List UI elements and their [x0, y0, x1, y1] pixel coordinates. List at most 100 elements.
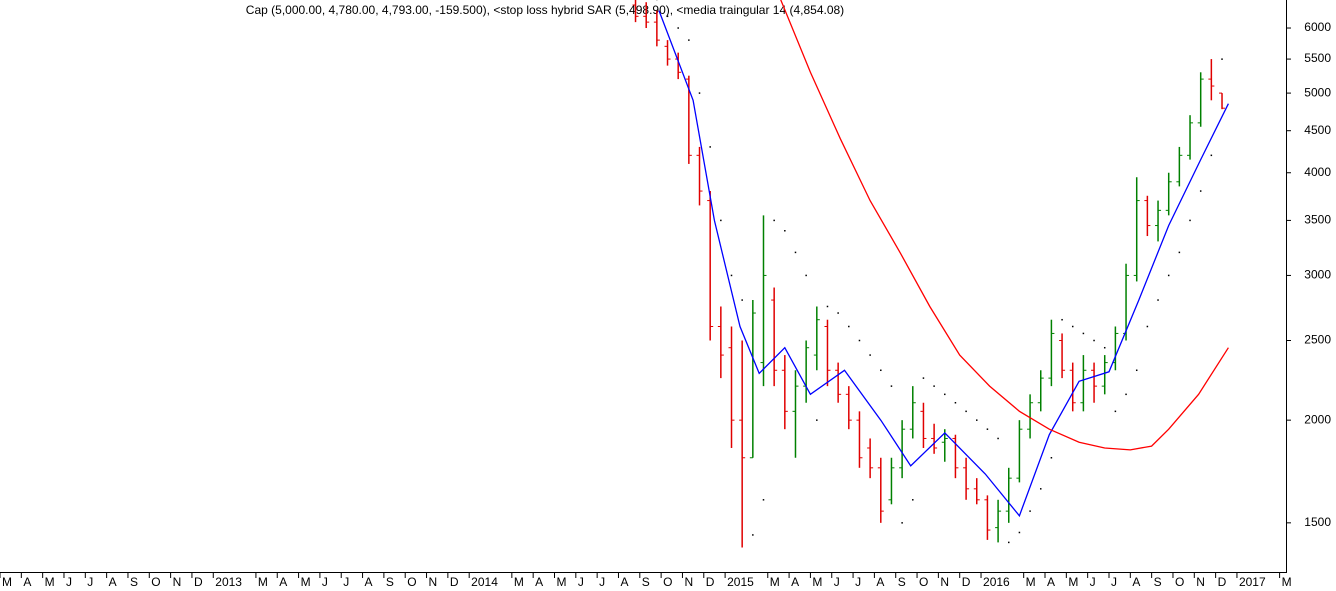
x-tick-label: D	[706, 575, 715, 589]
sar-dot	[1093, 339, 1095, 342]
sar-dot	[784, 230, 786, 232]
x-tick-label: J	[87, 575, 93, 589]
sar-dot	[1114, 410, 1117, 413]
x-tick-label: M	[258, 575, 268, 589]
sar-dot	[1135, 369, 1138, 372]
x-tick-label: A	[1132, 575, 1140, 589]
x-tick-label: A	[1047, 575, 1055, 589]
sar-dot	[901, 522, 903, 524]
sar-dot	[976, 419, 978, 421]
sar-dot	[730, 274, 733, 277]
x-tick-label: A	[109, 575, 117, 589]
y-tick-label: 6000	[1304, 20, 1331, 34]
x-tick-label: O	[1175, 575, 1184, 589]
x-tick-label: A	[279, 575, 287, 589]
x-tick-label: 2014	[471, 575, 498, 589]
x-tick-label: D	[450, 575, 459, 589]
x-tick-label: M	[1068, 575, 1078, 589]
sar-dot	[1071, 325, 1074, 328]
sar-dot	[773, 219, 775, 222]
sar-dot	[1018, 531, 1021, 534]
x-tick-label: J	[834, 575, 840, 589]
y-tick-label: 2500	[1304, 333, 1331, 347]
x-tick-label: M	[556, 575, 566, 589]
x-tick-label: A	[620, 575, 628, 589]
y-tick-label: 3000	[1304, 268, 1331, 282]
sar-dot	[1029, 510, 1031, 512]
x-tick-label: S	[130, 575, 138, 589]
indicator-line	[780, 0, 1229, 451]
sar-dot	[720, 219, 722, 222]
x-tick-label: 2017	[1239, 575, 1266, 589]
y-tick-label: 3500	[1304, 213, 1331, 227]
x-tick-label: M	[1282, 575, 1292, 589]
x-tick-label: O	[919, 575, 928, 589]
sar-dot	[677, 27, 679, 29]
x-tick-label: S	[898, 575, 906, 589]
sar-dot	[794, 251, 797, 254]
sar-dot	[1157, 299, 1159, 301]
x-tick-label: A	[791, 575, 799, 589]
sar-dot	[741, 299, 743, 301]
x-tick-label: J	[343, 575, 349, 589]
x-tick-label: O	[407, 575, 416, 589]
x-tick-label: J	[66, 575, 72, 589]
x-tick-label: N	[173, 575, 182, 589]
y-tick-label: 4000	[1304, 165, 1331, 179]
sar-dot	[1189, 219, 1191, 222]
sar-dot	[869, 354, 871, 356]
x-tick-label: N	[940, 575, 949, 589]
x-tick-label: J	[1111, 575, 1117, 589]
sar-dot	[965, 410, 967, 413]
x-tick-label: M	[514, 575, 524, 589]
x-tick-label: 2013	[215, 575, 242, 589]
chart-title: Cap (5,000.00, 4,780.00, 4,793.00, -159.…	[246, 3, 844, 17]
sar-dot	[837, 312, 839, 314]
sar-dot	[1125, 393, 1127, 396]
x-tick-label: 2016	[983, 575, 1010, 589]
sar-dot	[1082, 332, 1085, 335]
x-tick-label: A	[23, 575, 31, 589]
sar-dot	[922, 377, 925, 379]
x-tick-label: J	[578, 575, 584, 589]
x-tick-label: M	[45, 575, 55, 589]
sar-dot	[890, 385, 893, 387]
sar-dot	[880, 369, 882, 372]
x-tick-label: M	[2, 575, 12, 589]
sar-dot	[1199, 190, 1202, 192]
sar-dot	[1210, 154, 1213, 157]
sar-dot	[1050, 457, 1053, 459]
sar-dot	[986, 428, 989, 430]
sar-dot	[816, 419, 818, 421]
x-tick-label: A	[876, 575, 884, 589]
x-tick-label: J	[322, 575, 328, 589]
sar-dot	[858, 339, 861, 342]
x-tick-label: M	[1026, 575, 1036, 589]
y-tick-label: 1500	[1304, 515, 1331, 529]
x-tick-label: S	[386, 575, 394, 589]
x-tick-label: N	[429, 575, 438, 589]
sar-dot	[1167, 274, 1170, 277]
y-tick-label: 5000	[1304, 85, 1331, 99]
sar-dot	[752, 534, 754, 536]
x-tick-label: D	[962, 575, 971, 589]
x-tick-label: M	[812, 575, 822, 589]
sar-dot	[912, 499, 914, 501]
x-tick-label: M	[301, 575, 311, 589]
x-tick-label: A	[365, 575, 373, 589]
y-tick-label: 5500	[1304, 51, 1331, 65]
x-tick-label: D	[1218, 575, 1227, 589]
sar-dot	[848, 325, 850, 328]
sar-dot	[1039, 488, 1042, 490]
sar-dot	[762, 499, 765, 501]
sar-dot	[1221, 58, 1223, 60]
sar-dot	[997, 437, 999, 440]
x-tick-label: J	[1090, 575, 1096, 589]
sar-dot	[1103, 346, 1106, 349]
sar-dot	[666, 15, 669, 18]
sar-dot	[698, 92, 701, 94]
indicator-line	[658, 10, 1229, 518]
x-tick-label: N	[684, 575, 693, 589]
sar-dot	[826, 305, 829, 308]
